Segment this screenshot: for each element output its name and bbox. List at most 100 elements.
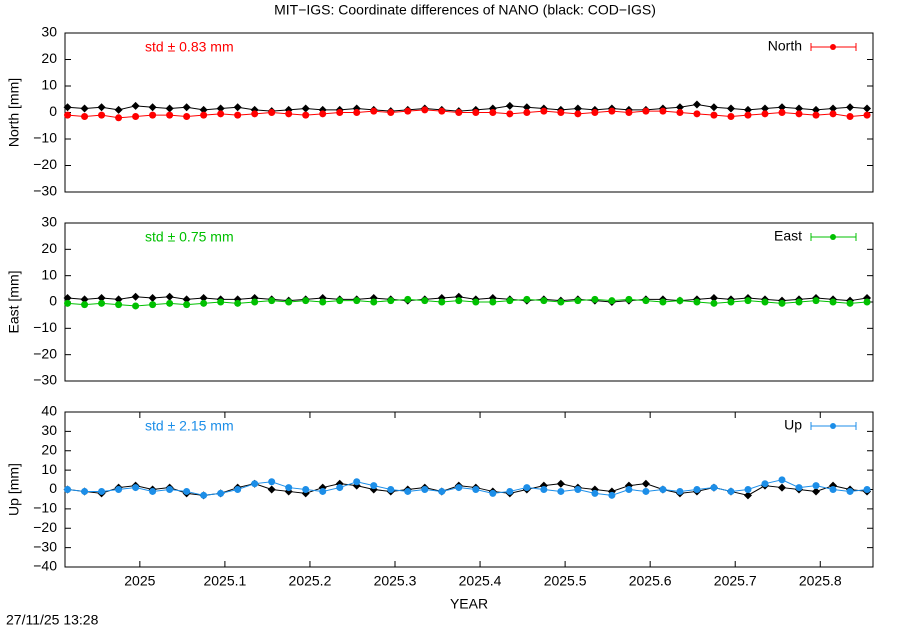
data-point [574, 110, 582, 118]
x-tick-label: 2025.8 [799, 573, 842, 589]
data-point [812, 111, 820, 119]
y-tick-label: −20 [33, 345, 57, 361]
data-point [268, 109, 276, 116]
data-point [710, 484, 718, 492]
data-point [132, 302, 140, 310]
data-point [795, 104, 804, 113]
data-point [370, 107, 378, 115]
y-tick-label: 10 [41, 266, 57, 282]
data-point [63, 103, 72, 112]
data-point [777, 483, 786, 492]
data-point [251, 110, 259, 118]
data-point [165, 104, 174, 113]
data-point [523, 295, 531, 303]
data-point [642, 487, 650, 495]
data-point [744, 486, 752, 493]
data-point [97, 103, 106, 112]
data-point [676, 109, 684, 116]
data-point [795, 484, 803, 492]
data-point [114, 105, 123, 114]
data-point [727, 112, 735, 120]
data-point [795, 110, 803, 118]
data-point [472, 486, 480, 493]
data-point [234, 299, 242, 307]
data-point [336, 109, 344, 116]
data-point [404, 487, 412, 495]
data-point [692, 100, 701, 109]
data-point [285, 298, 293, 306]
data-point [743, 491, 752, 500]
chart-title: MIT−IGS: Coordinate differences of NANO … [274, 2, 656, 18]
data-point [131, 292, 140, 301]
y-tick-label: 0 [49, 480, 57, 496]
data-point [115, 486, 123, 493]
data-point [812, 297, 820, 305]
y-tick-label: −30 [33, 183, 57, 199]
data-point [744, 111, 752, 119]
data-point [540, 486, 548, 493]
legend-label: Up [784, 417, 802, 433]
data-point [268, 297, 276, 305]
timestamp: 27/11/25 13:28 [6, 612, 99, 628]
legend-marker [830, 423, 836, 429]
std-annotation: std ± 2.15 mm [145, 418, 234, 434]
data-point [506, 110, 514, 118]
data-point [489, 109, 497, 116]
y-tick-label: −30 [33, 372, 57, 388]
data-point [591, 489, 599, 497]
data-point [676, 487, 684, 495]
data-point [319, 487, 327, 495]
data-point [387, 297, 395, 305]
data-point [846, 487, 854, 495]
data-point [182, 295, 191, 304]
data-point [710, 111, 718, 119]
y-tick-label: 10 [41, 77, 57, 93]
data-point [829, 110, 837, 118]
data-point [556, 479, 565, 488]
data-point [727, 487, 735, 495]
data-point [63, 294, 72, 303]
x-axis-label: YEAR [450, 596, 488, 612]
data-point [166, 299, 174, 307]
data-point [777, 103, 786, 112]
data-point [743, 105, 752, 114]
data-point [131, 101, 140, 110]
data-point [641, 479, 650, 488]
data-point [506, 297, 514, 305]
y-tick-label: 0 [49, 103, 57, 119]
y-tick-label: 20 [41, 441, 57, 457]
y-tick-label: −10 [33, 500, 57, 516]
data-point [812, 487, 821, 496]
data-point [693, 298, 701, 306]
data-point [540, 297, 548, 305]
data-point [829, 104, 838, 113]
data-point [438, 487, 446, 495]
data-point [591, 295, 599, 303]
data-point [557, 109, 565, 116]
data-point [64, 486, 72, 493]
data-point [642, 297, 650, 305]
data-point [353, 109, 361, 116]
data-point [165, 292, 174, 301]
data-point [301, 104, 310, 113]
data-point [148, 294, 157, 303]
data-point [846, 299, 854, 307]
data-point [693, 110, 701, 118]
data-point [98, 299, 106, 307]
y-axis-label: East [mm] [6, 270, 22, 333]
data-point [846, 112, 854, 120]
data-point [200, 111, 208, 119]
data-point [438, 298, 446, 306]
data-point [726, 104, 735, 113]
data-point [812, 482, 820, 490]
data-point [149, 111, 157, 119]
data-point [267, 485, 276, 494]
data-point [846, 103, 855, 112]
y-tick-label: −30 [33, 538, 57, 554]
data-point [132, 484, 140, 492]
data-point [761, 480, 769, 488]
data-point [217, 489, 225, 497]
data-point [64, 299, 72, 307]
legend-label: East [774, 228, 802, 244]
data-point [114, 295, 123, 304]
